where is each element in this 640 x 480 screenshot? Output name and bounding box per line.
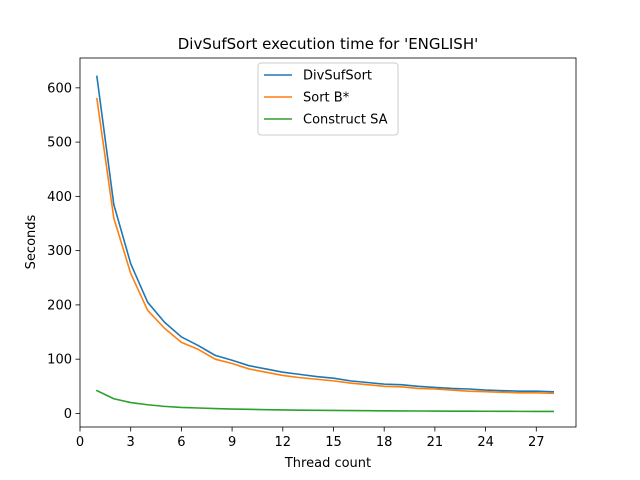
x-tick-label: 0 [76, 435, 84, 450]
series-line-sort-b- [95, 97, 555, 395]
series-layer [95, 75, 555, 413]
x-tick-label: 9 [228, 435, 236, 450]
y-tick-label: 300 [47, 244, 72, 259]
x-tick-label: 27 [528, 435, 545, 450]
y-tick-label: 200 [47, 298, 72, 313]
legend-label: Sort B* [303, 91, 350, 106]
x-tick-label: 3 [127, 435, 135, 450]
x-tick-label: 24 [477, 435, 494, 450]
y-tick-label: 0 [64, 407, 72, 422]
x-axis: 0 3 6 9 12 15 18 21 24 27 [76, 427, 545, 450]
x-tick-label: 6 [177, 435, 185, 450]
y-tick-label: 400 [47, 190, 72, 205]
y-axis-label: Seconds [24, 214, 39, 269]
y-tick-label: 100 [47, 353, 72, 368]
x-tick-label: 15 [325, 435, 342, 450]
legend-label: Construct SA [303, 113, 388, 128]
y-axis: 0 100 200 300 400 500 600 [47, 81, 80, 422]
y-tick-label: 600 [47, 81, 72, 96]
legend-box [257, 62, 399, 136]
legend: DivSufSort Sort B* Construct SA [257, 62, 399, 136]
legend-label: DivSufSort [303, 69, 372, 84]
chart-title: DivSufSort execution time for 'ENGLISH' [178, 35, 478, 53]
x-tick-label: 21 [427, 435, 444, 450]
x-tick-label: 12 [275, 435, 292, 450]
y-tick-label: 500 [47, 136, 72, 151]
series-line-construct-sa [95, 389, 554, 413]
x-tick-label: 18 [376, 435, 393, 450]
x-axis-label: Thread count [284, 456, 371, 471]
series-line-divsufsort [96, 75, 555, 393]
